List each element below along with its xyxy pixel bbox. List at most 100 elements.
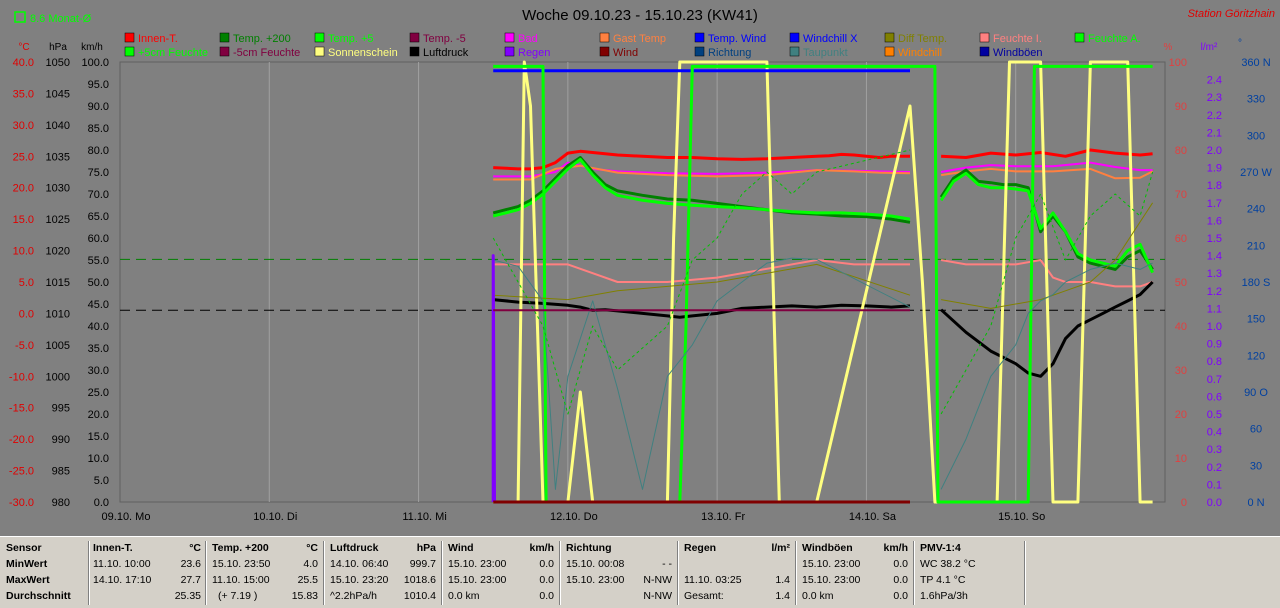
temp_c-tick-label: -5.0 bbox=[15, 340, 34, 352]
stats-windboen-column: Windböen km/h 15.10. 23:00 0.0 15.10. 23:0… bbox=[802, 540, 908, 606]
legend-swatch-icon bbox=[694, 46, 705, 57]
legend-label: Temp. +5 bbox=[328, 33, 374, 45]
series-line bbox=[493, 149, 910, 171]
pct-tick-label: 20 bbox=[1175, 409, 1187, 421]
temp_c-tick-label: 30.0 bbox=[13, 120, 34, 132]
kmh-tick-label: 70.0 bbox=[88, 189, 109, 201]
day-label: 12.10. Do bbox=[550, 511, 598, 523]
lm2-tick-label: 0.4 bbox=[1207, 427, 1222, 439]
stats-temp200-avg-note: (+ 7.19 ) bbox=[218, 590, 258, 602]
kmh-tick-label: 45.0 bbox=[88, 299, 109, 311]
stats-windboen-min: 0.0 bbox=[893, 558, 908, 570]
stats-header-sensor: Sensor bbox=[6, 542, 42, 554]
legend-swatch-icon bbox=[884, 32, 895, 43]
legend-swatch-icon bbox=[979, 32, 990, 43]
stats-regen-avg: 1.4 bbox=[775, 590, 790, 602]
kmh-tick-label: 25.0 bbox=[88, 387, 109, 399]
legend-swatch-icon bbox=[504, 46, 515, 57]
lm2-tick-label: 1.5 bbox=[1207, 233, 1222, 245]
legend-swatch-icon bbox=[124, 46, 135, 57]
legend-label: Richtung bbox=[708, 47, 751, 59]
temp_c-tick-label: 15.0 bbox=[13, 214, 34, 226]
stats-regen-unit: l/m² bbox=[771, 542, 790, 554]
series-line bbox=[493, 164, 911, 181]
pct-tick-label: 90 bbox=[1175, 101, 1187, 113]
lm2-tick-label: 1.2 bbox=[1207, 286, 1222, 298]
stats-row-max: MaxWert bbox=[6, 574, 50, 586]
lm2-tick-label: 1.0 bbox=[1207, 321, 1222, 333]
legend-label: Temp. +200 bbox=[233, 33, 291, 45]
temp_c-tick-label: 10.0 bbox=[13, 246, 34, 258]
kmh-tick-label: 90.0 bbox=[88, 101, 109, 113]
stats-luftdruck-avg-note: ^2.2hPa/h bbox=[330, 590, 377, 602]
stats-innen-min: 23.6 bbox=[180, 558, 201, 570]
kmh-tick-label: 10.0 bbox=[88, 453, 109, 465]
lm2-tick-label: 0.8 bbox=[1207, 356, 1222, 368]
series-line bbox=[941, 202, 1154, 309]
legend-swatch-icon bbox=[409, 32, 420, 43]
lm2-tick-label: 2.1 bbox=[1207, 127, 1222, 139]
legend-swatch-icon bbox=[219, 46, 230, 57]
station-name: Station Göritzhain bbox=[1188, 8, 1275, 20]
stats-temp200-unit: °C bbox=[306, 542, 318, 554]
pct-tick-label: 60 bbox=[1175, 233, 1187, 245]
stats-wind-unit: km/h bbox=[529, 542, 554, 554]
stats-temp200-column: Temp. +200 °C 15.10. 23:50 4.0 11.10. 15:0… bbox=[212, 540, 318, 606]
stats-wind-min-time: 15.10. 23:00 bbox=[448, 558, 507, 570]
series-line bbox=[941, 148, 1153, 159]
temp_c-tick-label: 20.0 bbox=[13, 183, 34, 195]
hpa-tick-label: 995 bbox=[52, 403, 70, 415]
dir-tick-label: 330 bbox=[1247, 94, 1265, 106]
kmh-tick-label: 85.0 bbox=[88, 123, 109, 135]
stats-row-avg: Durchschnitt bbox=[6, 590, 71, 602]
dir-tick-label: 300 bbox=[1247, 130, 1265, 142]
legend-label: -5cm Feuchte bbox=[233, 47, 300, 59]
avg-marker-icon bbox=[14, 11, 26, 23]
kmh-tick-label: 65.0 bbox=[88, 211, 109, 223]
kmh-tick-label: 95.0 bbox=[88, 79, 109, 91]
legend-swatch-icon bbox=[1074, 32, 1085, 43]
stats-temp200-max: 25.5 bbox=[297, 574, 318, 586]
stats-row-min: MinWert bbox=[6, 558, 48, 570]
lm2-tick-label: 2.2 bbox=[1207, 110, 1222, 122]
stats-wind-avg-note: 0.0 km bbox=[448, 590, 480, 602]
series-line bbox=[940, 280, 1154, 378]
lm2-tick-label: 0.9 bbox=[1207, 339, 1222, 351]
stats-windboen-unit: km/h bbox=[883, 542, 908, 554]
day-label: 11.10. Mi bbox=[402, 511, 446, 523]
legend: Innen-T. Temp. +200 Temp. +5 Temp. -5 Bad Gas… bbox=[124, 32, 1141, 59]
legend-swatch-icon bbox=[504, 32, 515, 43]
kmh-tick-label: 100.0 bbox=[81, 57, 109, 69]
stats-temp200-min: 4.0 bbox=[303, 558, 318, 570]
legend-swatch-icon bbox=[599, 46, 610, 57]
stats-richtung-max-time: 15.10. 23:00 bbox=[566, 574, 625, 586]
pct-tick-label: 100 bbox=[1169, 57, 1187, 69]
stats-innen-max-time: 14.10. 17:10 bbox=[93, 574, 152, 586]
stats-luftdruck-min-time: 14.10. 06:40 bbox=[330, 558, 389, 570]
temp_c-tick-label: 25.0 bbox=[13, 151, 34, 163]
hpa-tick-label: 985 bbox=[52, 466, 70, 478]
series-line bbox=[493, 257, 911, 490]
hpa-tick-label: 1020 bbox=[46, 246, 70, 258]
stats-richtung-min: - - bbox=[662, 558, 672, 570]
stats-windboen-max-time: 15.10. 23:00 bbox=[802, 574, 861, 586]
lm2-tick-label: 2.3 bbox=[1207, 92, 1222, 104]
series-line bbox=[940, 262, 1153, 490]
statistics-panel: Sensor MinWert MaxWert Durchschnitt Inne… bbox=[0, 536, 1280, 608]
stats-richtung-avg: N-NW bbox=[643, 590, 672, 602]
legend-label: Gast Temp bbox=[613, 33, 666, 45]
dir-tick-label: 240 bbox=[1247, 204, 1265, 216]
legend-label: Luftdruck bbox=[423, 47, 469, 59]
day-label: 14.10. Sa bbox=[849, 511, 897, 523]
legend-swatch-icon bbox=[599, 32, 610, 43]
stats-innen-unit: °C bbox=[189, 542, 201, 554]
stats-temp200-max-time: 11.10. 15:00 bbox=[212, 574, 270, 586]
pct-tick-label: 30 bbox=[1175, 365, 1187, 377]
kmh-unit-label: km/h bbox=[81, 42, 103, 53]
day-label: 10.10. Di bbox=[253, 511, 297, 523]
day-labels: 09.10. Mo 10.10. Di 11.10. Mi 12.10. Do 13.1… bbox=[102, 511, 1046, 523]
monthly-average-label: 8.6 Monat-Ø bbox=[30, 13, 92, 25]
stats-wind-min: 0.0 bbox=[539, 558, 554, 570]
stats-regen-max-time: 11.10. 03:25 bbox=[684, 574, 742, 586]
series-line bbox=[939, 168, 1154, 271]
